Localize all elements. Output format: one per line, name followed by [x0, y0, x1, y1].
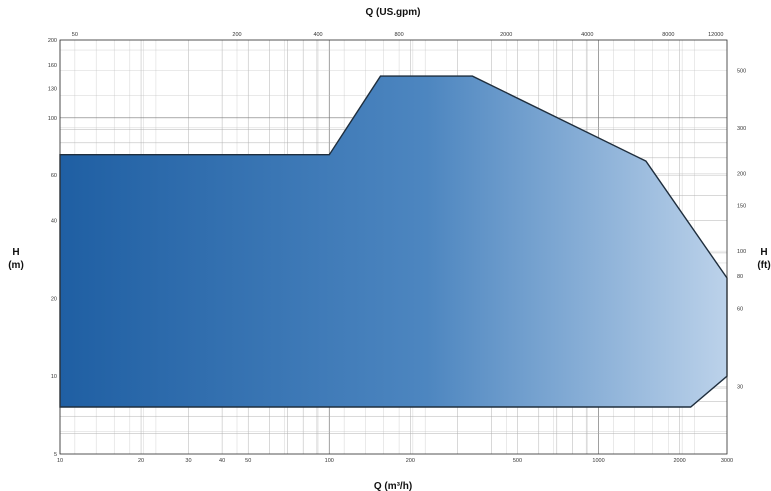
x-tick-label-top: 200	[232, 32, 241, 38]
y-tick-label-left: 160	[48, 63, 57, 69]
plot-frame	[59, 39, 728, 455]
x-tick-label-top: 4000	[581, 32, 593, 38]
x-tick-label-top: 50	[72, 32, 78, 38]
x-tick-label-bottom: 200	[406, 458, 415, 464]
performance-envelope	[59, 75, 728, 408]
y-tick-label-left: 60	[51, 173, 57, 179]
x-tick-label-top: 800	[395, 32, 404, 38]
x-axis-title-top: Q (US.gpm)	[366, 7, 421, 18]
x-tick-label-bottom: 1000	[592, 458, 604, 464]
y-axis-title-left-symbol: H	[12, 247, 19, 258]
y-axis-title-left-unit: (m)	[8, 260, 24, 271]
y-tick-label-right: 100	[737, 249, 746, 255]
x-tick-label-top: 12000	[708, 32, 723, 38]
x-axis-title-bottom: Q (m³/h)	[374, 481, 412, 491]
y-tick-label-left: 130	[48, 86, 57, 92]
y-tick-label-left: 20	[51, 296, 57, 302]
tick-labels: 10 20 30 40 50 100 200 500 1000 2000 3000 50 200 400 8…	[48, 32, 746, 464]
x-tick-label-bottom: 100	[325, 458, 334, 464]
y-tick-label-left: 5	[54, 452, 57, 458]
x-tick-label-bottom: 2000	[673, 458, 685, 464]
x-tick-label-top: 8000	[662, 32, 674, 38]
y-tick-label-right: 60	[737, 306, 743, 312]
x-tick-label-bottom: 500	[513, 458, 522, 464]
y-tick-label-right: 300	[737, 126, 746, 132]
x-tick-label-bottom: 50	[245, 458, 251, 464]
y-axis-title-right-symbol: H	[760, 247, 767, 258]
y-tick-label-left: 100	[48, 116, 57, 122]
y-tick-label-right: 500	[737, 69, 746, 75]
y-tick-label-right: 150	[737, 204, 746, 210]
y-axis-title-right-unit: (ft)	[757, 260, 770, 271]
y-tick-label-left: 10	[51, 374, 57, 380]
x-tick-label-bottom: 3000	[721, 458, 733, 464]
y-tick-label-left: 40	[51, 219, 57, 225]
y-tick-label-right: 200	[737, 171, 746, 177]
x-tick-label-bottom: 30	[185, 458, 191, 464]
y-tick-label-right: 80	[737, 274, 743, 280]
x-tick-label-top: 2000	[500, 32, 512, 38]
y-tick-label-right: 30	[737, 384, 743, 390]
x-tick-label-bottom: 10	[57, 458, 63, 464]
x-tick-label-top: 400	[313, 32, 322, 38]
x-tick-label-bottom: 40	[219, 458, 225, 464]
x-tick-label-bottom: 20	[138, 458, 144, 464]
y-tick-label-left: 200	[48, 38, 57, 44]
